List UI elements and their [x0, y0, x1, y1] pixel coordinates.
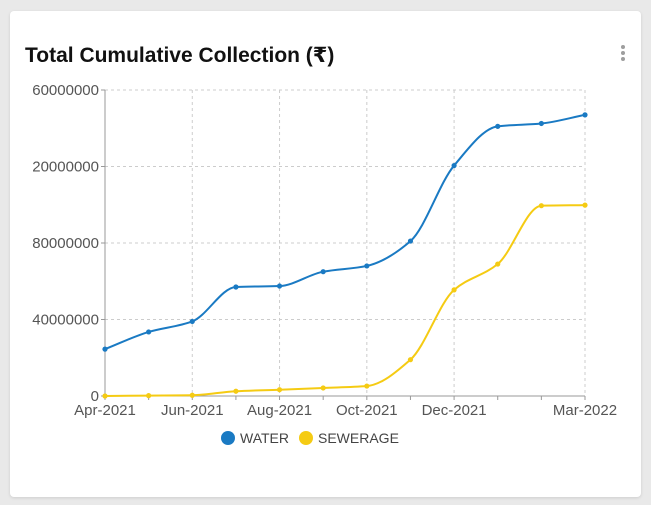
data-point-sewerage — [146, 393, 152, 399]
menu-dot — [621, 51, 625, 55]
x-tick-label: Oct-2021 — [336, 402, 398, 419]
x-tick-label: Jun-2021 — [161, 402, 224, 419]
data-point-sewerage — [495, 261, 501, 267]
data-point-sewerage — [451, 287, 457, 293]
y-tick-label: 40000000 — [32, 312, 99, 329]
data-point-sewerage — [189, 392, 195, 398]
legend-marker-water — [221, 431, 235, 445]
data-point-water — [582, 112, 588, 118]
legend-label-sewerage: SEWERAGE — [318, 430, 399, 446]
chart-title: Total Cumulative Collection (₹) — [25, 44, 335, 67]
chart-legend: WATER SEWERAGE — [221, 430, 409, 446]
data-point-sewerage — [233, 388, 239, 394]
data-point-water — [146, 329, 152, 335]
data-point-water — [189, 318, 195, 325]
x-tick-label: Mar-2022 — [553, 402, 617, 419]
data-point-water — [451, 162, 457, 169]
x-tick-label: Dec-2021 — [422, 402, 487, 419]
data-point-sewerage — [320, 385, 326, 391]
legend-item-sewerage[interactable]: SEWERAGE — [299, 430, 399, 446]
series-line-sewerage — [104, 204, 586, 397]
chart-card: Total Cumulative Collection (₹) — [10, 11, 641, 497]
data-point-sewerage — [582, 202, 588, 208]
y-tick-label: 60000000 — [32, 82, 99, 99]
more-vertical-icon[interactable] — [618, 45, 628, 65]
data-point-sewerage — [407, 357, 414, 363]
data-point-water — [276, 283, 283, 289]
data-point-water — [233, 284, 239, 290]
data-point-sewerage — [276, 387, 283, 393]
legend-marker-sewerage — [299, 431, 313, 445]
data-point-water — [320, 269, 326, 275]
data-point-water — [102, 346, 108, 352]
data-point-sewerage — [102, 393, 108, 399]
menu-dot — [621, 45, 625, 49]
data-point-water — [495, 123, 501, 129]
y-tick-label: 20000000 — [32, 159, 99, 176]
y-tick-label: 0 — [91, 388, 99, 405]
legend-label-water: WATER — [240, 430, 289, 446]
y-tick-label: 80000000 — [32, 235, 99, 252]
menu-dot — [621, 57, 625, 61]
x-tick-label: Apr-2021 — [74, 402, 136, 419]
legend-item-water[interactable]: WATER — [221, 430, 289, 446]
data-point-water — [538, 120, 544, 127]
data-point-water — [407, 238, 414, 244]
data-point-sewerage — [538, 203, 544, 209]
x-tick-label: Aug-2021 — [247, 402, 312, 419]
data-point-sewerage — [364, 383, 370, 389]
series-line-water — [104, 113, 586, 351]
data-point-water — [364, 263, 370, 269]
